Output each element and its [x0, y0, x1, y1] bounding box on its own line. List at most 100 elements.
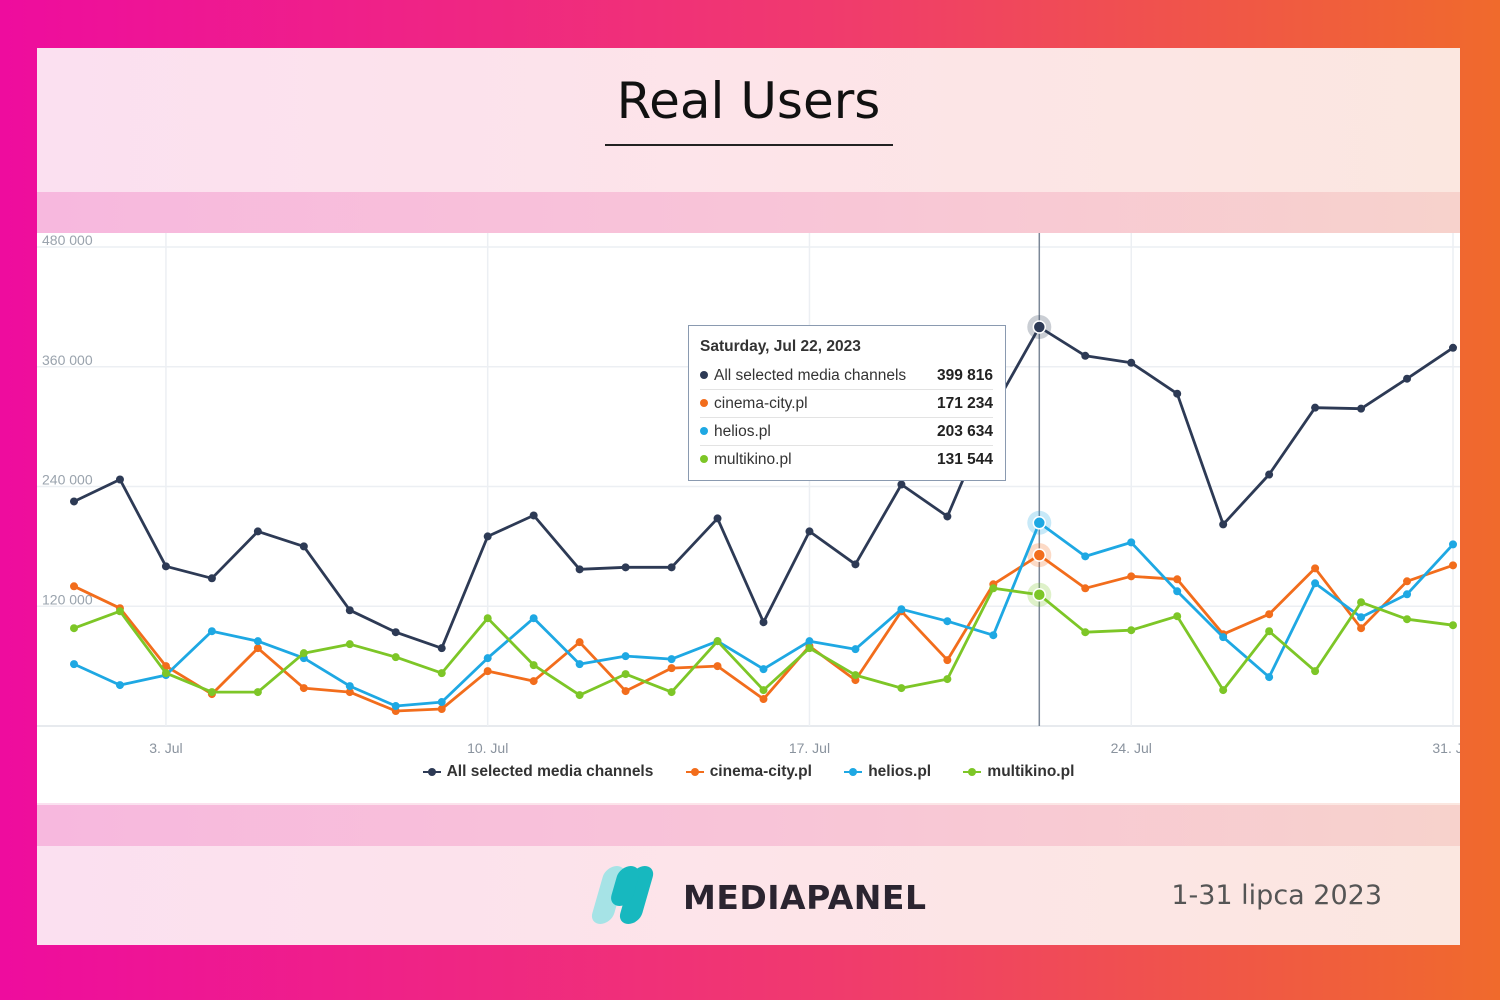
data-point	[759, 695, 768, 704]
legend-item-helios[interactable]: helios.pl	[844, 763, 931, 781]
legend-item-all[interactable]: All selected media channels	[422, 763, 654, 781]
legend-label: All selected media channels	[446, 763, 654, 780]
data-point	[437, 705, 446, 714]
data-point	[621, 563, 630, 572]
data-point	[851, 560, 860, 569]
data-point	[1403, 615, 1412, 624]
data-point	[437, 698, 446, 707]
tooltip-value: 131 544	[936, 451, 993, 468]
data-point	[897, 605, 906, 614]
data-point	[299, 542, 308, 551]
series-line	[73, 586, 1454, 697]
data-point	[1265, 673, 1274, 682]
tooltip-row: helios.pl 203 634	[700, 418, 993, 446]
highlight-point	[1032, 548, 1047, 562]
data-point	[1357, 598, 1366, 607]
data-point	[851, 671, 860, 680]
data-point	[1449, 621, 1457, 630]
data-point	[943, 617, 952, 626]
data-point	[1081, 628, 1090, 637]
data-point	[1403, 577, 1412, 586]
data-point	[529, 677, 538, 686]
data-point	[713, 637, 722, 646]
data-point	[483, 667, 492, 676]
data-point	[1081, 584, 1090, 593]
data-point	[1357, 404, 1366, 413]
data-point	[161, 562, 170, 571]
data-point	[70, 497, 78, 506]
data-point	[1449, 343, 1457, 352]
data-point	[1403, 590, 1412, 599]
data-point	[621, 687, 630, 696]
highlight-point	[1032, 587, 1047, 602]
data-point	[391, 628, 400, 637]
series-line	[73, 521, 1455, 708]
x-tick-label: 31. Jul	[1432, 740, 1460, 756]
legend-line-icon	[685, 765, 704, 779]
data-point	[805, 527, 814, 536]
data-point	[943, 675, 952, 684]
data-point	[1357, 624, 1366, 633]
data-point	[437, 644, 446, 653]
data-point	[621, 652, 630, 661]
data-point	[1081, 552, 1090, 561]
data-point	[1403, 374, 1412, 383]
data-point	[1265, 627, 1274, 636]
data-point	[345, 640, 354, 649]
series-dot-icon	[700, 427, 708, 435]
data-point	[345, 688, 354, 697]
data-point	[483, 654, 492, 663]
x-tick-label: 24. Jul	[1111, 740, 1152, 756]
data-point	[391, 653, 400, 662]
legend-line-icon	[422, 765, 441, 779]
tooltip-date: Saturday, Jul 22, 2023	[700, 338, 861, 355]
legend-item-multikino[interactable]: multikino.pl	[963, 763, 1074, 781]
data-point	[1127, 358, 1136, 367]
tooltip-row: cinema-city.pl 171 234	[700, 390, 993, 418]
highlight-point	[1032, 320, 1047, 334]
data-point	[1127, 572, 1136, 581]
data-point	[1173, 587, 1182, 596]
mediapanel-logo-icon	[591, 866, 654, 924]
legend-item-cinema-city[interactable]: cinema-city.pl	[685, 763, 812, 781]
legend-label: cinema-city.pl	[709, 763, 812, 780]
data-point	[1311, 667, 1320, 676]
tooltip-value: 203 634	[936, 423, 993, 440]
data-point	[897, 480, 906, 489]
data-point	[1081, 351, 1090, 360]
data-point	[759, 618, 768, 627]
data-point	[1219, 520, 1228, 529]
page-title: Real Users	[604, 72, 893, 146]
data-point	[1265, 470, 1274, 479]
tooltip-label: All selected media channels	[714, 367, 907, 384]
legend-line-icon	[963, 765, 982, 779]
data-point	[713, 662, 722, 671]
x-tick-label: 3. Jul	[149, 740, 182, 756]
tooltip-label: helios.pl	[714, 423, 771, 440]
data-point	[621, 670, 630, 679]
data-point	[759, 686, 768, 695]
data-point	[575, 660, 584, 669]
data-point	[1357, 613, 1366, 622]
data-point	[391, 702, 400, 711]
title-area: Real Users	[37, 48, 1460, 193]
series-dot-icon	[700, 399, 708, 407]
tooltip-label: multikino.pl	[714, 451, 792, 468]
data-point	[207, 627, 216, 636]
data-point	[989, 584, 998, 593]
decorative-band-bottom	[37, 805, 1460, 846]
legend-line-icon	[844, 765, 863, 779]
data-point	[713, 514, 722, 523]
data-point	[851, 645, 860, 654]
x-tick-label: 17. Jul	[789, 740, 830, 756]
tooltip-row: All selected media channels 399 816	[700, 362, 993, 390]
chart-tooltip: Saturday, Jul 22, 2023 All selected medi…	[688, 325, 1006, 481]
data-point	[1449, 540, 1457, 549]
data-point	[943, 656, 952, 665]
data-point	[299, 684, 308, 693]
series-dot-icon	[700, 371, 708, 379]
y-tick-label: 120 000	[42, 591, 93, 607]
data-point	[1173, 389, 1182, 398]
tooltip-value: 399 816	[936, 367, 993, 384]
data-point	[529, 661, 538, 670]
